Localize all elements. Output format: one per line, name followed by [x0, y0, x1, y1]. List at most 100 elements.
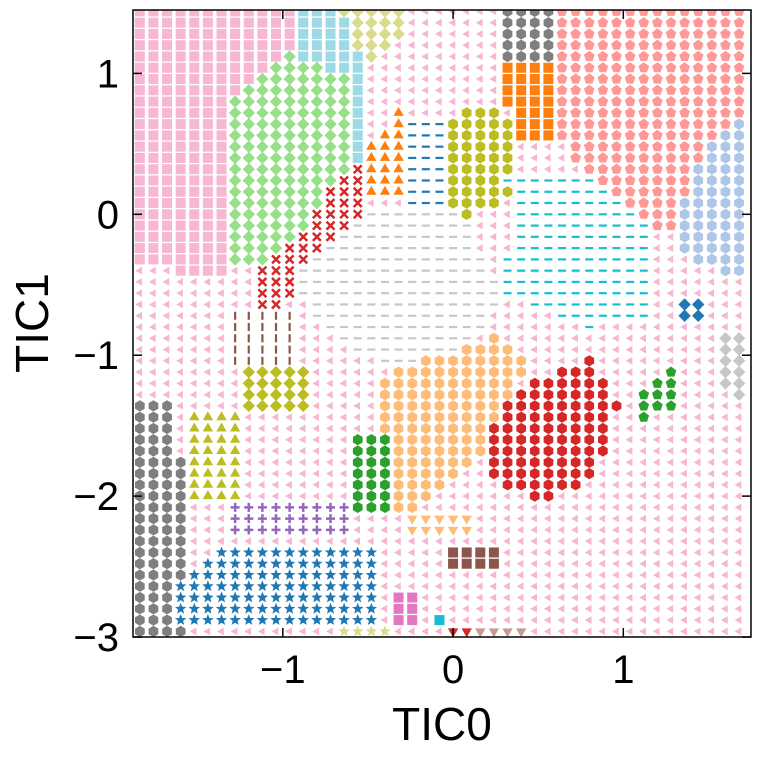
point-state-pink-left-triangle: [652, 255, 660, 264]
point-state-salmon-pentagon: [652, 28, 663, 39]
point-state-pink-left-triangle: [244, 627, 251, 636]
point-state-pink-left-triangle: [135, 390, 143, 399]
point-state-pink-left-triangle: [721, 278, 728, 286]
point-state-pink-left-triangle: [707, 356, 715, 365]
point-state-pink-left-triangle: [217, 514, 224, 523]
point-state-lightgreen-diamond: [297, 95, 310, 108]
point-state-olive-triangle: [216, 467, 227, 477]
point-state-salmon-pentagon: [706, 96, 718, 107]
point-state-pink-square: [162, 10, 173, 17]
point-state-salmon-pentagon: [556, 107, 568, 118]
point-state-pink-left-triangle: [707, 402, 715, 410]
point-state-pink-left-triangle: [612, 571, 619, 579]
point-state-lightgreen-diamond: [269, 196, 283, 210]
point-state-salmon-pentagon: [679, 129, 690, 140]
point-state-pink-left-triangle: [380, 109, 388, 117]
point-state-salmon-pentagon: [638, 73, 650, 84]
point-state-green-hexagon: [352, 468, 363, 480]
point-state-peach-hexagon: [434, 422, 445, 435]
point-state-blue-star: [311, 580, 323, 592]
point-state-pink-left-triangle: [516, 526, 524, 534]
point-state-lightblue-hexagon: [720, 253, 731, 265]
point-state-olive-diamond: [392, 10, 405, 18]
point-state-pink-left-triangle: [326, 390, 333, 399]
point-state-olive-diamond: [378, 16, 392, 29]
point-state-pink-left-triangle: [734, 469, 742, 478]
point-state-pink-left-triangle: [666, 345, 674, 354]
point-state-pink-left-triangle: [516, 142, 524, 151]
point-state-lightblue-hexagon: [707, 141, 717, 153]
point-state-blue-star: [297, 602, 309, 614]
point-state-pink-left-triangle: [312, 492, 320, 500]
point-state-pink-left-triangle: [612, 582, 619, 591]
point-state-pink-left-triangle: [571, 323, 578, 331]
point-state-lightblue-hexagon: [707, 197, 717, 209]
point-state-pink-left-triangle: [707, 266, 715, 275]
point-state-pink-left-triangle: [625, 379, 633, 388]
point-state-pink-square: [216, 28, 227, 39]
point-state-pink-left-triangle: [407, 52, 415, 61]
point-state-olive-diamond: [351, 16, 364, 29]
point-state-pink-left-triangle: [298, 300, 306, 309]
point-state-salmon-pentagon: [624, 107, 636, 118]
point-state-peach-hexagon: [393, 501, 404, 513]
point-state-salmon-pentagon: [720, 39, 731, 50]
point-state-pink-left-triangle: [285, 469, 292, 478]
point-state-gray-hexagon: [543, 10, 554, 17]
point-state-salmon-pentagon: [733, 84, 745, 95]
point-state-pink-left-triangle: [530, 514, 537, 523]
point-state-lightgreen-diamond: [256, 129, 269, 142]
point-state-pink-left-triangle: [162, 266, 170, 275]
point-state-blue-star: [283, 580, 296, 592]
point-state-pink-left-triangle: [734, 593, 742, 602]
point-state-pink-square: [230, 51, 241, 62]
point-state-pink-left-triangle: [421, 503, 429, 512]
point-state-gray-hexagon-left: [162, 524, 172, 536]
point-state-pink-square: [162, 254, 173, 265]
point-state-pink-left-triangle: [462, 593, 469, 602]
point-state-pink-left-triangle: [162, 368, 170, 376]
point-state-pink-square: [134, 10, 145, 17]
point-state-gray-hexagon: [502, 39, 513, 51]
point-state-blue-star: [188, 569, 200, 580]
point-state-pink-left-triangle: [530, 142, 537, 151]
point-state-blue-star: [243, 557, 255, 569]
point-state-lightgreen-diamond: [269, 208, 283, 221]
point-state-pink-left-triangle: [285, 447, 292, 455]
point-state-salmon-pentagon: [638, 50, 650, 61]
point-state-lightblue-hexagon: [679, 197, 690, 209]
point-state-pink-left-triangle: [244, 266, 251, 275]
point-state-salmon-pentagon: [665, 163, 677, 174]
point-state-lightgreen-diamond: [283, 151, 296, 165]
point-state-gray-hexagon-left: [135, 411, 145, 423]
point-state-pink-left-triangle: [543, 323, 551, 331]
point-state-pink-left-triangle: [516, 571, 524, 579]
point-state-pink-left-triangle: [203, 503, 211, 512]
point-state-red-hexagon: [516, 445, 526, 457]
point-state-pink-left-triangle: [612, 492, 619, 500]
point-state-pink-left-triangle: [680, 503, 687, 512]
point-state-blue-star: [297, 580, 309, 592]
point-state-pink-left-triangle: [312, 447, 320, 455]
point-state-purple-plus: [298, 514, 308, 524]
point-state-pink-left-triangle: [298, 469, 306, 478]
point-state-red-hexagon: [557, 468, 567, 480]
point-state-peach-hexagon: [407, 411, 418, 423]
point-state-lightgreen-diamond: [310, 106, 324, 120]
point-state-red-x: [257, 277, 268, 287]
point-state-pink-left-triangle: [639, 582, 646, 591]
y-tick-label: 1: [97, 52, 119, 96]
point-state-peach-hexagon: [421, 411, 431, 423]
point-state-purple-plus: [339, 502, 349, 512]
point-state-rosybrown-triangle-down: [516, 628, 527, 637]
point-state-peach-hexagon: [434, 411, 445, 423]
point-state-gray-hexagon-left: [175, 524, 186, 536]
point-state-pink-left-triangle: [707, 345, 715, 354]
point-state-salmon-pentagon: [583, 39, 595, 50]
point-state-salmon-pentagon: [706, 17, 718, 28]
point-state-olive-triangle: [189, 411, 200, 421]
point-state-pink-left-triangle: [503, 323, 510, 331]
point-state-pink-left-triangle: [489, 255, 497, 264]
point-state-pink-left-triangle: [176, 300, 183, 309]
point-state-pink-square: [257, 51, 268, 62]
